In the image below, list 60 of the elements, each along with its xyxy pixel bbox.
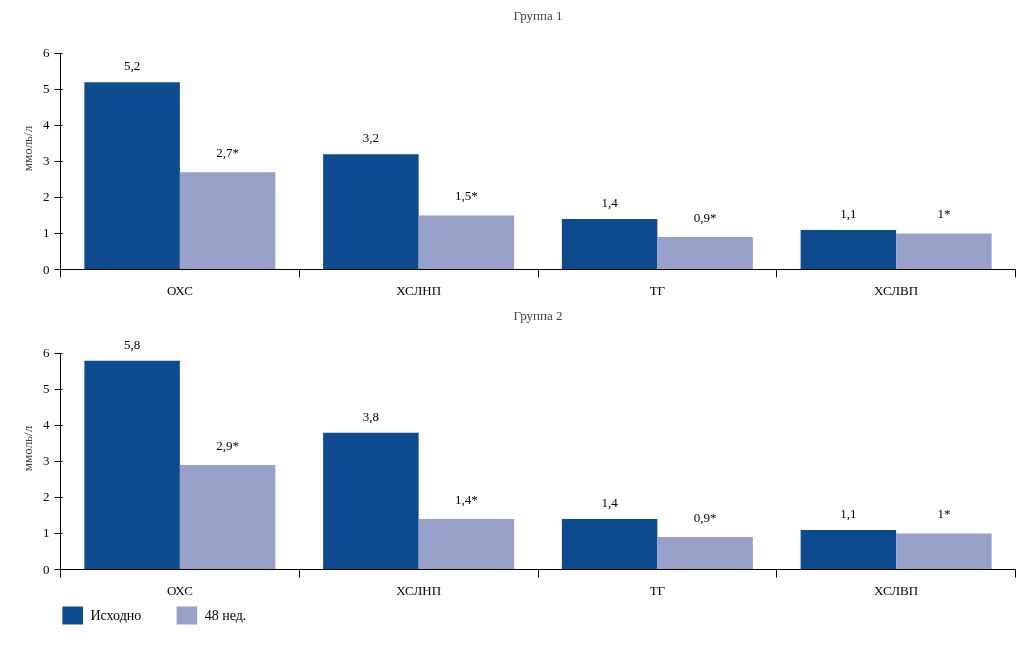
y-tick-label: 6: [43, 45, 50, 61]
y-tick-label: 2: [43, 489, 50, 505]
bar: [657, 237, 753, 270]
legend-label: Исходно: [90, 608, 142, 623]
data-label: 2,9*: [216, 438, 239, 454]
data-label: 1,4*: [455, 492, 478, 508]
bar: [657, 537, 753, 570]
x-tick-label: ОХС: [166, 582, 193, 598]
data-label: 1,4: [601, 195, 619, 211]
bar: [896, 233, 992, 270]
y-axis-title: ммоль/л: [20, 425, 35, 472]
bar: [800, 529, 897, 570]
x-tick-label: ХСЛНП: [396, 582, 442, 598]
x-tick-label: ХСЛНП: [396, 282, 442, 298]
bar: [418, 215, 515, 270]
bar: [323, 432, 419, 570]
y-tick-label: 5: [43, 81, 50, 97]
data-label: 0,9*: [693, 210, 717, 226]
bar: [323, 154, 419, 270]
y-tick-label: 1: [43, 225, 50, 241]
bar: [84, 82, 180, 270]
x-tick-label: ТГ: [649, 282, 666, 298]
y-tick-label: 4: [43, 417, 50, 433]
data-label: 5,2: [124, 58, 141, 74]
y-tick-label: 2: [43, 189, 50, 205]
y-tick-label: 4: [43, 117, 50, 133]
data-label: 3,8: [362, 408, 379, 424]
data-label: 1*: [937, 506, 951, 522]
data-label: 1,4: [601, 495, 619, 511]
x-tick-label: ТГ: [649, 582, 666, 598]
bar: [179, 172, 276, 270]
y-tick-label: 5: [43, 381, 50, 397]
data-label: 1,1: [840, 505, 857, 521]
bar: [561, 219, 658, 270]
y-tick-label: 1: [43, 525, 50, 541]
y-tick-label: 0: [43, 561, 50, 577]
x-tick-label: ХСЛВП: [874, 282, 919, 298]
bar: [896, 533, 992, 570]
bar: [561, 519, 658, 570]
bar: [418, 519, 515, 570]
legend-label: 48 нед.: [204, 608, 247, 623]
y-tick-label: 0: [43, 261, 50, 277]
y-tick-label: 3: [43, 153, 50, 169]
data-label: 5,8: [124, 336, 141, 352]
y-axis-title: ммоль/л: [20, 125, 35, 172]
data-label: 1,1: [840, 205, 857, 221]
bar: [179, 465, 276, 570]
y-tick-label: 6: [43, 345, 50, 361]
chart-title: Группа 1: [513, 7, 563, 23]
x-tick-label: ОХС: [166, 282, 193, 298]
bar: [800, 229, 897, 270]
x-tick-label: ХСЛВП: [874, 582, 919, 598]
bar: [84, 360, 180, 570]
data-label: 3,2: [362, 130, 379, 146]
data-label: 1*: [937, 206, 951, 222]
data-label: 2,7*: [216, 145, 239, 161]
y-tick-label: 3: [43, 453, 50, 469]
data-label: 0,9*: [693, 510, 717, 526]
data-label: 1,5*: [455, 188, 478, 204]
chart-title: Группа 2: [513, 307, 563, 323]
